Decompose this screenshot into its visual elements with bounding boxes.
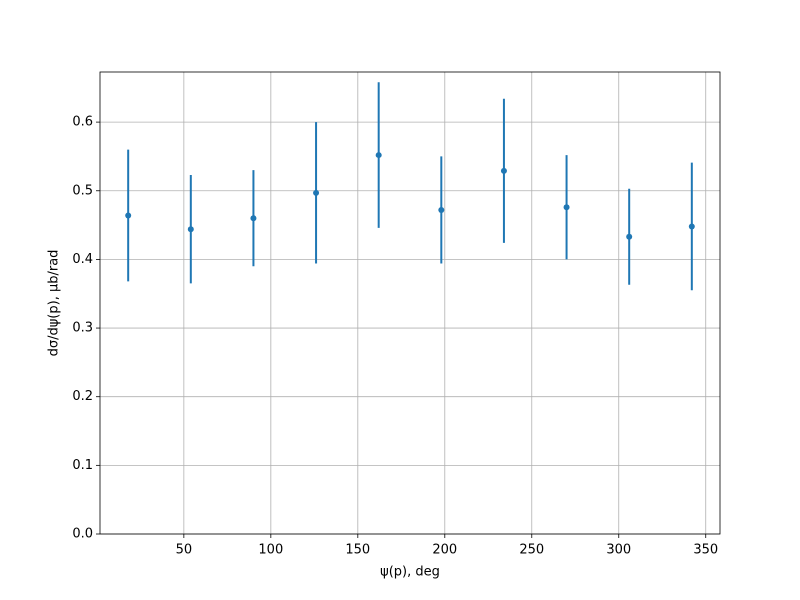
y-tick-label: 0.3 — [72, 321, 93, 336]
x-tick-label: 50 — [176, 543, 193, 558]
x-axis-label: ψ(p), deg — [380, 565, 440, 580]
x-tick-label: 350 — [693, 543, 718, 558]
data-point — [187, 226, 194, 233]
data-point — [313, 189, 320, 196]
data-point — [626, 233, 633, 240]
y-tick-label: 0.1 — [72, 458, 93, 473]
y-tick-label: 0.6 — [72, 115, 93, 130]
y-tick-label: 0.0 — [72, 527, 93, 542]
data-point — [250, 215, 257, 222]
data-point — [688, 223, 695, 230]
data-point — [500, 167, 507, 174]
data-point — [563, 204, 570, 211]
x-tick-label: 100 — [258, 543, 283, 558]
y-tick-label: 0.4 — [72, 252, 93, 267]
data-point — [375, 152, 382, 159]
y-tick-label: 0.2 — [72, 389, 93, 404]
plot-frame — [99, 71, 721, 535]
x-tick-label: 200 — [432, 543, 457, 558]
data-point — [125, 212, 132, 219]
y-tick-label: 0.5 — [72, 183, 93, 198]
data-point — [438, 206, 445, 213]
y-axis-label: dσ/dψ(p), μb/rad — [47, 250, 62, 357]
x-tick-label: 250 — [519, 543, 544, 558]
x-tick-label: 300 — [606, 543, 631, 558]
x-tick-label: 150 — [345, 543, 370, 558]
